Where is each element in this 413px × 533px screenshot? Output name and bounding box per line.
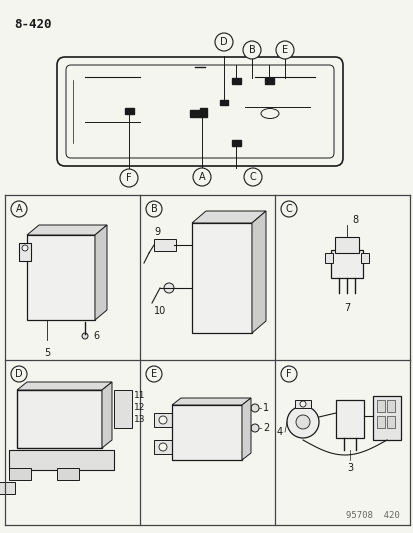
Polygon shape bbox=[102, 382, 112, 448]
Bar bbox=[294, 400, 310, 408]
Text: 6: 6 bbox=[93, 331, 99, 341]
Text: 4: 4 bbox=[276, 427, 282, 437]
Text: F: F bbox=[126, 173, 131, 183]
Circle shape bbox=[146, 201, 161, 217]
Circle shape bbox=[192, 168, 211, 186]
Bar bbox=[19, 243, 31, 261]
Bar bbox=[231, 140, 240, 146]
Bar bbox=[372, 396, 400, 440]
Text: C: C bbox=[285, 204, 292, 214]
Text: 95708  420: 95708 420 bbox=[345, 511, 399, 520]
Text: 5: 5 bbox=[44, 348, 50, 358]
Bar bbox=[154, 239, 176, 251]
Polygon shape bbox=[95, 225, 107, 320]
Circle shape bbox=[82, 333, 88, 339]
Circle shape bbox=[242, 41, 260, 59]
Bar bbox=[386, 416, 394, 428]
Circle shape bbox=[214, 33, 233, 51]
Text: B: B bbox=[150, 204, 157, 214]
Bar bbox=[192, 223, 252, 333]
Bar bbox=[335, 400, 363, 438]
Bar bbox=[154, 413, 176, 427]
Circle shape bbox=[120, 169, 138, 187]
Text: C: C bbox=[249, 172, 256, 182]
Bar bbox=[125, 108, 134, 114]
Circle shape bbox=[280, 366, 296, 382]
Circle shape bbox=[159, 443, 166, 451]
Bar bbox=[199, 108, 206, 117]
Circle shape bbox=[159, 416, 166, 424]
Text: 10: 10 bbox=[154, 306, 166, 316]
Text: F: F bbox=[285, 369, 291, 379]
Circle shape bbox=[11, 201, 27, 217]
Bar bbox=[190, 110, 199, 117]
Bar bbox=[360, 253, 368, 263]
Bar bbox=[114, 390, 132, 428]
Text: E: E bbox=[151, 369, 157, 379]
Bar bbox=[17, 390, 102, 448]
Bar bbox=[386, 400, 394, 412]
Text: 11: 11 bbox=[134, 391, 145, 400]
Bar bbox=[57, 468, 79, 480]
Bar bbox=[27, 235, 95, 320]
Text: D: D bbox=[220, 37, 227, 47]
Text: 1: 1 bbox=[262, 403, 268, 413]
Circle shape bbox=[299, 401, 305, 407]
Circle shape bbox=[250, 404, 259, 412]
Circle shape bbox=[11, 366, 27, 382]
Bar bbox=[264, 78, 273, 84]
Text: 3: 3 bbox=[346, 463, 352, 473]
Polygon shape bbox=[17, 382, 112, 390]
Text: 2: 2 bbox=[262, 423, 268, 433]
Circle shape bbox=[243, 168, 261, 186]
Circle shape bbox=[164, 283, 173, 293]
Text: 13: 13 bbox=[134, 416, 145, 424]
Bar bbox=[376, 416, 384, 428]
Bar bbox=[376, 400, 384, 412]
Polygon shape bbox=[192, 211, 266, 223]
Bar bbox=[231, 78, 240, 84]
Bar bbox=[324, 253, 332, 263]
Circle shape bbox=[286, 406, 318, 438]
Bar bbox=[171, 405, 242, 460]
Bar bbox=[9, 468, 31, 480]
Circle shape bbox=[22, 245, 28, 251]
Bar bbox=[0, 482, 15, 494]
Text: 12: 12 bbox=[134, 403, 145, 413]
Circle shape bbox=[250, 424, 259, 432]
Polygon shape bbox=[252, 211, 266, 333]
Polygon shape bbox=[242, 398, 250, 460]
Circle shape bbox=[275, 41, 293, 59]
Text: 7: 7 bbox=[343, 303, 349, 313]
Circle shape bbox=[146, 366, 161, 382]
Text: 8-420: 8-420 bbox=[14, 18, 51, 31]
Bar bbox=[330, 250, 362, 278]
Circle shape bbox=[295, 415, 309, 429]
Bar bbox=[154, 440, 176, 454]
Text: 9: 9 bbox=[154, 227, 160, 237]
Text: A: A bbox=[198, 172, 205, 182]
Polygon shape bbox=[171, 398, 250, 405]
Bar bbox=[334, 237, 358, 253]
Text: D: D bbox=[15, 369, 23, 379]
Circle shape bbox=[280, 201, 296, 217]
Text: 8: 8 bbox=[351, 215, 357, 225]
Text: B: B bbox=[248, 45, 255, 55]
Bar bbox=[9, 450, 114, 470]
Polygon shape bbox=[27, 225, 107, 235]
Text: A: A bbox=[16, 204, 22, 214]
Bar bbox=[219, 100, 228, 105]
Text: E: E bbox=[281, 45, 287, 55]
